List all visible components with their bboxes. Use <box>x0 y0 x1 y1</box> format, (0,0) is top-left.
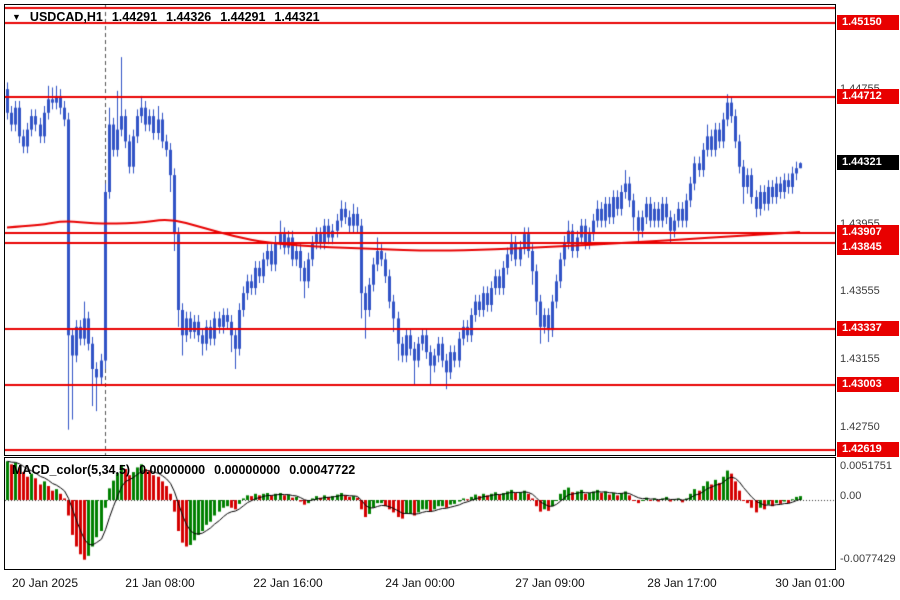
level-price-flag: 1.43337 <box>837 321 899 336</box>
macd-canvas[interactable] <box>5 458 835 569</box>
ohlc-low: 1.44291 <box>220 10 266 24</box>
macd-value-2: 0.00000000 <box>214 463 281 477</box>
ohlc-close: 1.44321 <box>274 10 320 24</box>
time-axis-label: 21 Jan 08:00 <box>125 576 195 590</box>
time-axis-label: 30 Jan 01:00 <box>775 576 845 590</box>
price-chart-canvas[interactable] <box>5 5 835 455</box>
time-axis[interactable]: 20 Jan 2025 21 Jan 08:00 22 Jan 16:00 24 Ja… <box>4 570 845 600</box>
level-price-flag: 1.43845 <box>837 240 899 255</box>
level-price-flag: 1.44712 <box>837 89 899 104</box>
symbol-timeframe: USDCAD,H1 <box>29 10 103 24</box>
macd-indicator-name: MACD_color(5,34,5) <box>12 463 131 477</box>
ohlc-high: 1.44326 <box>166 10 212 24</box>
time-axis-label: 28 Jan 17:00 <box>647 576 717 590</box>
price-axis-label: 1.42750 <box>840 421 880 433</box>
macd-axis-label: 0.0051751 <box>840 460 892 472</box>
price-axis-label: 1.43155 <box>840 353 880 365</box>
macd-value-1: 0.00000000 <box>139 463 206 477</box>
time-axis-label: 22 Jan 16:00 <box>253 576 323 590</box>
time-axis-label: 27 Jan 09:00 <box>515 576 585 590</box>
level-price-flag: 1.42619 <box>837 442 899 457</box>
macd-header: MACD_color(5,34,5) 0.00000000 0.00000000… <box>12 463 355 477</box>
macd-value-3: 0.00047722 <box>289 463 356 477</box>
level-price-flag: 1.45150 <box>837 15 899 30</box>
time-axis-label: 24 Jan 00:00 <box>385 576 455 590</box>
price-axis-label: 1.43555 <box>840 285 880 297</box>
price-chart-panel: ▼ USDCAD,H1 1.44291 1.44326 1.44291 1.44… <box>4 4 836 456</box>
level-price-flag: 1.43003 <box>837 377 899 392</box>
macd-axis-label: 0.00 <box>840 490 862 502</box>
current-price-flag: 1.44321 <box>837 155 899 170</box>
chart-header: ▼ USDCAD,H1 1.44291 1.44326 1.44291 1.44… <box>12 10 320 24</box>
macd-panel: MACD_color(5,34,5) 0.00000000 0.00000000… <box>4 457 836 570</box>
chart-marker-icon: ▼ <box>12 12 21 22</box>
level-price-flag: 1.43907 <box>837 225 899 240</box>
time-axis-label: 20 Jan 2025 <box>11 576 79 590</box>
ohlc-open: 1.44291 <box>111 10 158 24</box>
price-axis[interactable]: 1.447551.439551.435551.431551.427501.451… <box>836 0 900 600</box>
macd-axis-label: -0.0077429 <box>840 553 896 565</box>
